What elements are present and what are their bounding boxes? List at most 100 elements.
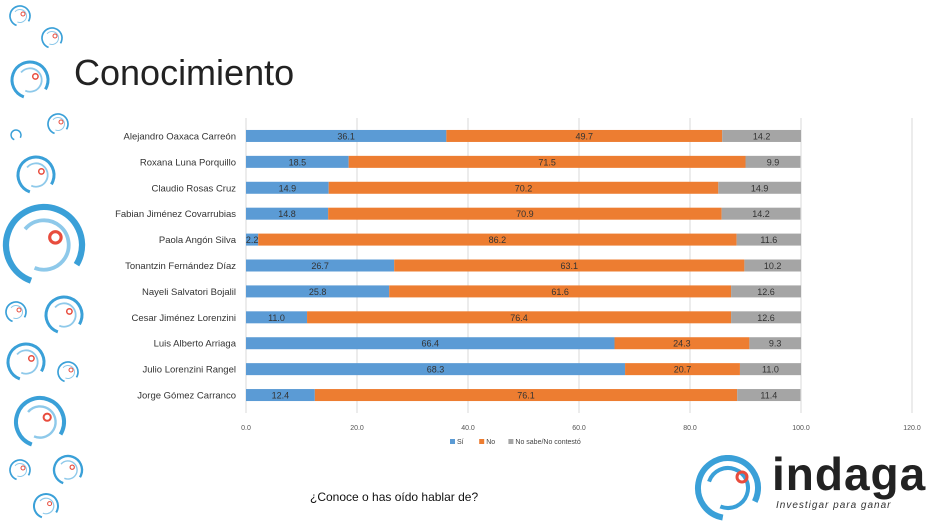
data-label: 14.2 — [753, 131, 771, 141]
x-tick-label: 120.0 — [903, 425, 921, 432]
bar-segment — [745, 155, 801, 168]
x-tick-label: 0.0 — [241, 425, 251, 432]
data-label: 68.3 — [427, 365, 445, 375]
ring-icon — [5, 301, 27, 323]
data-label: 18.5 — [289, 157, 307, 167]
ring-icon — [14, 396, 66, 449]
bar-segment — [246, 207, 329, 220]
data-label: 70.9 — [516, 209, 534, 219]
legend-swatch — [450, 439, 455, 444]
bar-segment — [736, 233, 801, 246]
logo-tagline: Investigar para ganar — [776, 500, 892, 511]
bar-segment — [348, 155, 746, 168]
data-label: 26.7 — [311, 261, 329, 271]
legend-entry: Sí — [457, 439, 464, 446]
bar-segment — [246, 259, 395, 272]
ring-icon — [10, 60, 50, 100]
stacked-bar-chart: 0.0 20.0 40.0 60.0 80.0 100.0 120.0 Alejandro O… — [115, 118, 921, 446]
bar-segment — [731, 311, 801, 324]
question-caption: ¿Conoce o has oído hablar de? — [310, 490, 479, 504]
data-label: 10.2 — [764, 261, 782, 271]
legend-swatch — [479, 439, 485, 444]
data-label: 76.1 — [517, 391, 535, 401]
bar-segment — [246, 285, 390, 298]
data-label: 11.0 — [762, 365, 779, 375]
legend-entry: No — [486, 439, 495, 446]
x-tick-label: 80.0 — [683, 425, 697, 432]
ring-icon — [52, 454, 84, 486]
bar-segment — [731, 285, 801, 298]
data-label: 24.3 — [673, 339, 691, 349]
ring-icon — [16, 155, 56, 195]
data-label: 12.6 — [757, 313, 775, 323]
indaga-logo: indaga Investigar para ganar — [690, 448, 940, 523]
ring-icon — [41, 27, 63, 49]
legend-swatch — [508, 439, 514, 444]
bar-segment — [625, 363, 740, 376]
bar-segment — [328, 207, 722, 220]
data-label: 86.2 — [489, 235, 507, 245]
data-label: 70.2 — [515, 183, 533, 193]
bar-segment — [246, 311, 308, 324]
bar-segment — [246, 233, 259, 246]
legend-entry: No sabe/No contestó — [515, 439, 580, 446]
bar-segment — [246, 129, 447, 142]
data-label: 14.8 — [278, 209, 296, 219]
category-label: Jorge Gómez Carranco — [137, 391, 236, 402]
data-label: 11.6 — [760, 235, 777, 245]
category-label: Alejandro Oaxaca Carreón — [124, 131, 236, 142]
category-label: Roxana Luna Porquillo — [140, 157, 236, 168]
data-label: 2.2 — [246, 235, 259, 245]
bar-segment — [446, 129, 723, 142]
bar-segment — [749, 337, 801, 350]
data-label: 14.2 — [752, 209, 770, 219]
data-label: 12.6 — [757, 287, 775, 297]
data-label: 71.5 — [538, 157, 556, 167]
bar-segment — [737, 389, 801, 402]
x-tick-label: 100.0 — [792, 425, 810, 432]
data-label: 36.1 — [337, 131, 355, 141]
bar-segment — [246, 337, 615, 350]
data-label: 63.1 — [561, 261, 579, 271]
data-label: 14.9 — [751, 183, 769, 193]
data-label: 14.9 — [279, 183, 297, 193]
ring-icon — [9, 5, 31, 27]
category-label: Julio Lorenzini Rangel — [143, 365, 236, 376]
bar-segment — [744, 259, 801, 272]
data-label: 61.6 — [551, 287, 569, 297]
bar-segment — [739, 363, 801, 376]
data-label: 49.7 — [576, 131, 594, 141]
ring-icon — [2, 203, 86, 287]
logo-ring-icon — [695, 455, 761, 521]
bar-segment — [307, 311, 732, 324]
bar-segment — [614, 337, 750, 350]
category-label: Cesar Jiménez Lorenzini — [131, 313, 236, 324]
data-label: 20.7 — [674, 365, 692, 375]
x-tick-label: 20.0 — [350, 425, 364, 432]
logo-wordmark: indaga — [772, 448, 927, 500]
bar-segment — [246, 389, 315, 402]
ring-icon — [9, 459, 31, 481]
x-tick-label: 40.0 — [461, 425, 475, 432]
data-label: 12.4 — [272, 391, 290, 401]
decorative-circles — [2, 5, 86, 519]
bar-segment — [394, 259, 745, 272]
bar-segment — [328, 181, 719, 194]
x-tick-label: 60.0 — [572, 425, 586, 432]
category-label: Claudio Rosas Cruz — [152, 183, 237, 194]
bar-segment — [389, 285, 732, 298]
bar-segment — [258, 233, 737, 246]
ring-icon — [33, 493, 59, 519]
ring-icon — [47, 113, 69, 135]
category-label: Tonantzin Fernández Díaz — [125, 261, 236, 272]
data-label: 11.4 — [760, 391, 777, 401]
bar-segment — [722, 129, 801, 142]
ring-icon — [10, 129, 22, 141]
category-label: Paola Angón Silva — [159, 235, 237, 246]
data-label: 11.0 — [268, 313, 285, 323]
bar-segment — [718, 181, 801, 194]
bar-segment — [246, 363, 626, 376]
category-label: Nayeli Salvatori Bojalil — [142, 287, 236, 298]
data-label: 76.4 — [510, 313, 528, 323]
category-label: Luis Alberto Arriaga — [154, 339, 237, 350]
